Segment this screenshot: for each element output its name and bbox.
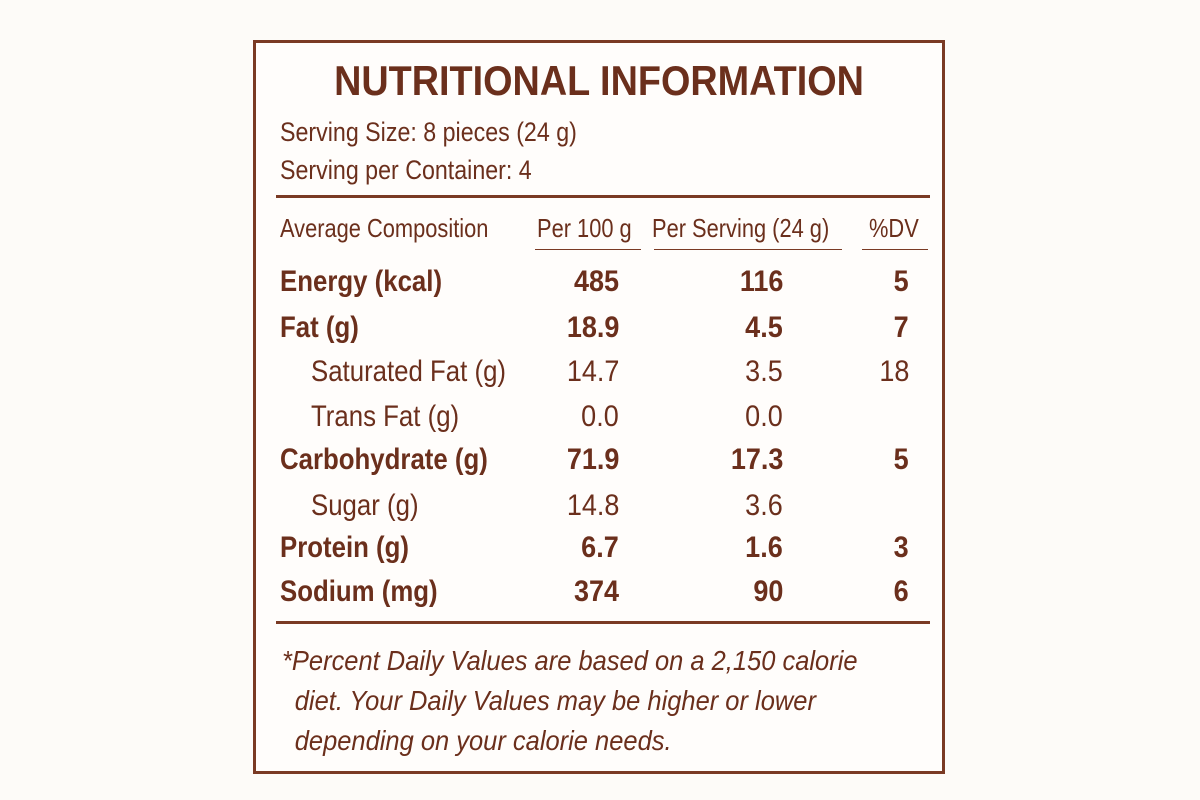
nutrition-label: NUTRITIONAL INFORMATION Serving Size: 8 … [253,40,945,774]
divider-bottom [276,621,930,624]
column-header-per-serving: Per Serving (24 g) [652,213,830,243]
column-underline-per-100g [535,249,641,250]
nutrient-per-100g: 14.8 [566,489,619,522]
nutrient-dv: 3 [893,531,909,564]
nutrient-row: Sugar (g) 14.8 3.6 [256,489,942,533]
nutrient-row: Energy (kcal) 485 116 5 [256,265,942,309]
nutrient-name: Sodium (mg) [280,575,438,608]
nutrient-name: Fat (g) [280,311,359,344]
nutrient-per-serving: 1.6 [745,531,783,564]
nutrient-row: Protein (g) 6.7 1.6 3 [256,531,942,575]
nutrient-per-serving: 0.0 [745,400,783,433]
nutrient-per-serving: 3.6 [745,489,783,522]
serving-size: Serving Size: 8 pieces (24 g) [280,117,577,147]
nutrient-per-100g: 0.0 [581,400,619,433]
divider-top [276,195,930,198]
nutrient-name: Energy (kcal) [280,265,443,298]
footnote-line-1: *Percent Daily Values are based on a 2,1… [282,645,858,676]
nutrient-per-100g: 14.7 [566,355,619,388]
nutrient-per-100g: 485 [573,265,619,298]
nutrient-row: Saturated Fat (g) 14.7 3.5 18 [256,355,942,399]
nutrient-per-serving: 116 [739,265,783,298]
column-underline-per-serving [654,249,842,250]
label-title: NUTRITIONAL INFORMATION [334,57,864,104]
nutrient-row: Fat (g) 18.9 4.5 7 [256,311,942,355]
nutrient-per-serving: 3.5 [745,355,783,388]
nutrient-dv: 7 [893,311,909,344]
nutrient-name: Protein (g) [280,531,409,564]
nutrient-per-100g: 71.9 [566,443,619,476]
column-header-dv: %DV [869,213,919,243]
nutrient-per-serving: 90 [752,575,783,608]
nutrient-per-100g: 6.7 [581,531,619,564]
column-header-composition: Average Composition [280,213,489,243]
nutrient-row: Trans Fat (g) 0.0 0.0 [256,400,942,444]
nutrient-name: Trans Fat (g) [311,400,460,433]
nutrient-row: Carbohydrate (g) 71.9 17.3 5 [256,443,942,487]
servings-per-container: Serving per Container: 4 [280,155,532,185]
nutrient-dv: 5 [893,265,909,298]
nutrient-row: Sodium (mg) 374 90 6 [256,575,942,619]
nutrient-dv: 18 [878,355,909,388]
nutrient-name: Carbohydrate (g) [280,443,488,476]
column-header-per-100g: Per 100 g [537,213,632,243]
nutrient-dv: 5 [893,443,909,476]
nutrient-per-serving: 4.5 [745,311,783,344]
nutrient-name: Saturated Fat (g) [311,355,507,388]
nutrient-name: Sugar (g) [311,489,419,522]
daily-value-footnote: *Percent Daily Values are based on a 2,1… [282,641,937,761]
footnote-line-3: depending on your calorie needs. [294,725,672,756]
nutrient-dv: 6 [893,575,909,608]
column-underline-dv [862,249,928,250]
nutrient-per-serving: 17.3 [730,443,783,476]
nutrient-per-100g: 18.9 [566,311,619,344]
footnote-line-2: diet. Your Daily Values may be higher or… [294,685,816,716]
nutrient-per-100g: 374 [573,575,619,608]
